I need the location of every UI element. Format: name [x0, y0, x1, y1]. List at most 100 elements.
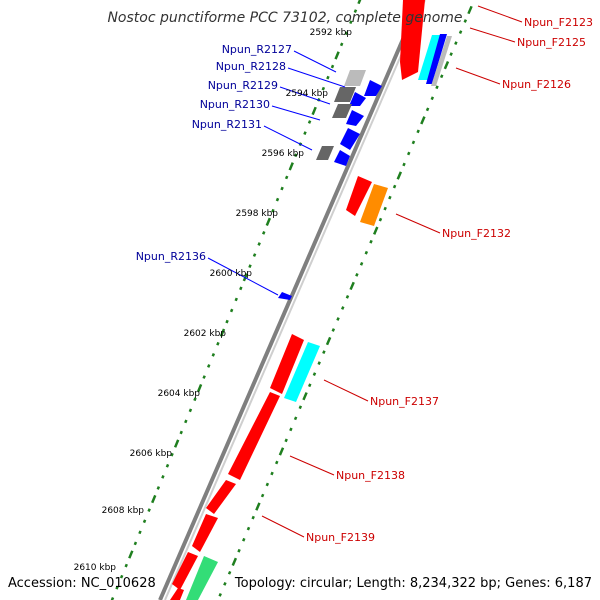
- forward-tick: [458, 30, 463, 34]
- forward-tick: [275, 460, 279, 465]
- reverse-tick: [119, 574, 124, 579]
- reverse-tick: [219, 328, 226, 337]
- forward-tick-ring: [218, 5, 473, 597]
- reverse-tick: [307, 120, 312, 124]
- reverse-tick: [147, 508, 151, 513]
- reverse-tick: [284, 175, 289, 180]
- reverse-tick: [280, 186, 284, 191]
- reverse-tick: [265, 217, 272, 226]
- reverse-tick: [128, 550, 134, 559]
- kbp-label: 2600 kbp: [210, 269, 253, 279]
- map-title: Nostoc punctiforme PCC 73102, complete g…: [107, 10, 462, 26]
- forward-tick: [402, 162, 406, 167]
- kbp-label: 2596 kbp: [262, 149, 305, 159]
- forward-tick: [265, 482, 270, 487]
- gene-block-f2125: [418, 35, 442, 80]
- reverse-tick: [262, 231, 266, 235]
- forward-tick: [331, 328, 336, 332]
- gene-block-f2125b: [426, 34, 447, 84]
- gene-block-f2137: [284, 342, 320, 402]
- forward-gene-labels: Npun_F2123 Npun_F2125 Npun_F2126 Npun_F2132…: [306, 16, 593, 544]
- reverse-tick: [252, 253, 257, 257]
- reverse-tick: [156, 486, 161, 490]
- forward-tick: [406, 151, 411, 156]
- reverse-tick: [344, 31, 348, 36]
- leader-line-forward: [289, 455, 335, 476]
- reverse-gene-label: Npun_R2130: [200, 98, 270, 111]
- forward-tick: [443, 61, 450, 70]
- reverse-tick: [196, 383, 203, 393]
- forward-tick: [416, 129, 420, 134]
- reverse-tick: [161, 475, 165, 479]
- kbp-label: 2604 kbp: [158, 389, 201, 399]
- forward-tick: [308, 383, 312, 388]
- forward-tick: [251, 515, 255, 520]
- reverse-tick: [173, 439, 180, 448]
- forward-tick: [255, 502, 261, 511]
- backbone-line-light: [164, 0, 426, 600]
- leader-line-forward: [477, 5, 523, 23]
- reverse-tick: [216, 341, 220, 346]
- reverse-tick: [248, 264, 252, 269]
- forward-tick: [454, 41, 458, 45]
- forward-gene-label: Npun_F2123: [524, 16, 593, 29]
- gene-block-f2123: [400, 0, 425, 80]
- accession-text: Accession: NC_010628: [8, 576, 156, 591]
- reverse-tick: [142, 519, 147, 524]
- reverse-tick: [321, 86, 326, 91]
- reverse-tick: [138, 530, 142, 535]
- reverse-tick: [179, 430, 183, 435]
- forward-tick: [298, 405, 303, 410]
- forward-gene-label: Npun_F2126: [502, 78, 571, 91]
- reverse-tick: [211, 353, 216, 357]
- kbp-label: 2608 kbp: [102, 506, 145, 516]
- leader-line-reverse: [287, 67, 346, 88]
- reverse-tick: [225, 319, 229, 324]
- leader-line-reverse: [293, 50, 337, 73]
- reverse-gene-label: Npun_R2127: [222, 43, 292, 56]
- forward-tick: [373, 226, 379, 235]
- forward-gene-label: Npun_F2132: [442, 227, 511, 240]
- reverse-tick: [271, 208, 275, 213]
- forward-tick: [284, 438, 288, 443]
- forward-tick: [260, 493, 265, 498]
- reverse-tick: [202, 375, 206, 379]
- kbp-label: 2598 kbp: [236, 209, 279, 219]
- leader-line-forward: [469, 27, 516, 43]
- leader-line-reverse: [271, 105, 321, 121]
- reverse-tick: [193, 397, 197, 402]
- forward-tick: [246, 526, 251, 531]
- gene-block-r2131: [340, 128, 360, 150]
- leader-line-reverse: [207, 257, 279, 296]
- forward-tick: [340, 306, 345, 310]
- gene-block-f2137a: [270, 334, 304, 394]
- reverse-gene-label: Npun_R2136: [136, 250, 206, 263]
- gene-block-r2127: [344, 70, 366, 86]
- gene-block-bottom: [170, 588, 184, 600]
- leader-line-forward: [455, 67, 501, 85]
- forward-tick: [322, 350, 326, 354]
- reverse-tick: [303, 131, 307, 135]
- forward-tick: [289, 427, 293, 432]
- gene-block-r2129: [334, 87, 356, 102]
- forward-gene-label: Npun_F2125: [517, 36, 586, 49]
- forward-tick: [237, 548, 241, 553]
- forward-tick: [242, 537, 246, 542]
- forward-tick: [359, 261, 364, 266]
- forward-tick: [293, 416, 298, 421]
- gene-block-r2131c: [334, 150, 350, 166]
- forward-tick: [355, 272, 359, 277]
- forward-tick: [218, 593, 222, 597]
- forward-gene-label: Npun_F2138: [336, 469, 405, 482]
- forward-tick: [378, 217, 383, 222]
- leader-lines: [207, 5, 523, 538]
- reverse-tick: [275, 197, 280, 202]
- forward-tick: [227, 570, 232, 575]
- reverse-tick: [330, 64, 335, 69]
- reverse-gene-label: Npun_R2128: [216, 60, 286, 73]
- forward-tick: [383, 206, 387, 211]
- reverse-tick: [184, 419, 188, 424]
- forward-tick: [467, 5, 473, 15]
- reverse-tick: [288, 162, 294, 171]
